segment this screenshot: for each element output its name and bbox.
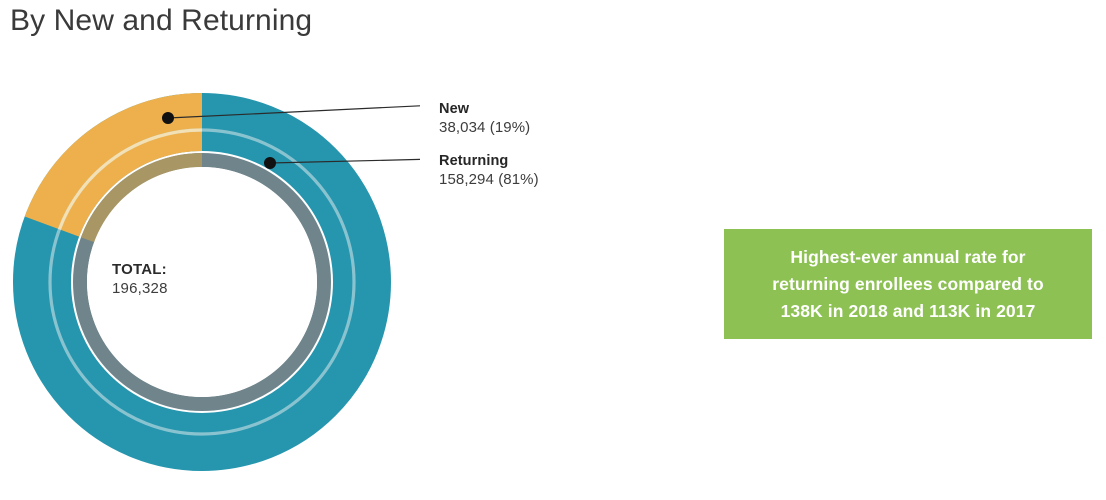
callout-returning-title: Returning: [439, 153, 509, 169]
callout-new-title: New: [439, 101, 470, 117]
highlight-callout-box: Highest-ever annual rate for returning e…: [724, 229, 1092, 339]
donut-center-hole: [87, 167, 317, 397]
callout-new-value: 38,034 (19%): [439, 119, 531, 136]
leader-dot-new: [162, 112, 174, 124]
page-title: By New and Returning: [10, 4, 313, 37]
donut-chart: TOTAL: 196,328: [0, 76, 420, 500]
leader-dot-returning: [264, 157, 276, 169]
donut-highlight-stroke-new: [57, 128, 203, 230]
leader-line-returning: [269, 158, 420, 164]
callout-new[interactable]: New 38,034 (19%): [439, 100, 530, 138]
highlight-line-3: 138K in 2018 and 113K in 2017: [780, 300, 1036, 321]
highlight-line-1: Highest-ever annual rate for: [790, 246, 1026, 267]
donut-chart-svg: [13, 93, 420, 471]
donut-slice-new[interactable]: [24, 93, 203, 238]
leader-line-new: [167, 105, 420, 119]
highlight-callout-text: Highest-ever annual rate for returning e…: [772, 244, 1044, 325]
callout-returning-value: 158,294 (81%): [439, 171, 539, 188]
donut-inner-ring-new: [80, 153, 203, 243]
highlight-line-2: returning enrollees compared to: [772, 273, 1044, 294]
callout-returning[interactable]: Returning 158,294 (81%): [439, 152, 539, 190]
